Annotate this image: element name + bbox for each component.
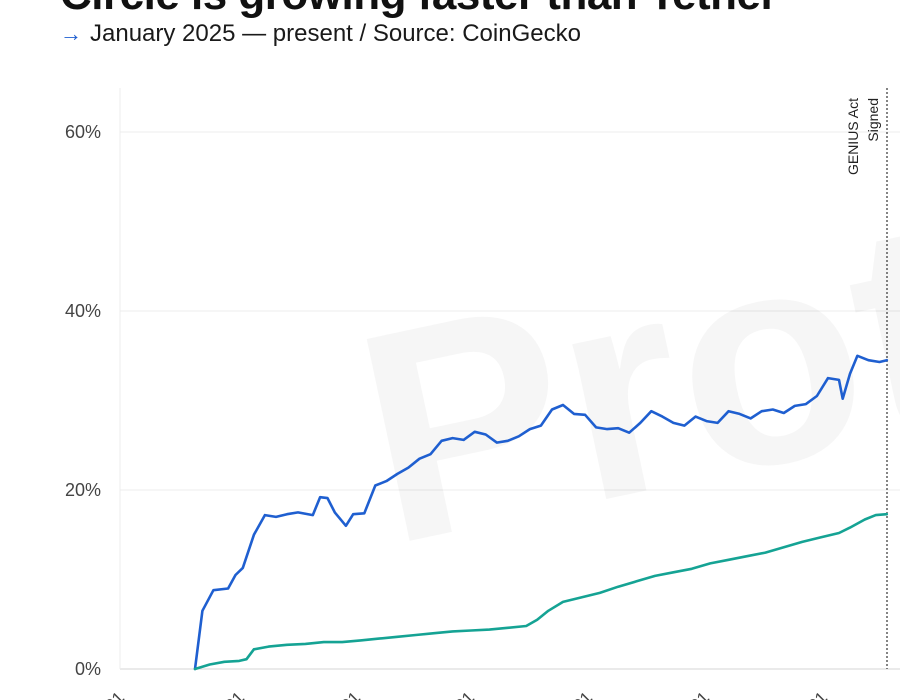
x-tick-label: 01 bbox=[686, 688, 713, 700]
chart-title: Circle is growing faster than Tether bbox=[60, 0, 778, 20]
x-tick-label: 01 bbox=[451, 688, 478, 700]
x-tick-label: 01 bbox=[221, 688, 248, 700]
y-tick-label: 0% bbox=[75, 659, 101, 679]
y-tick-label: 40% bbox=[65, 301, 101, 321]
arrow-right-icon: → bbox=[60, 21, 82, 46]
y-tick-label: 20% bbox=[65, 480, 101, 500]
x-tick-label: 01 bbox=[569, 688, 596, 700]
annotation-label: GENIUS Act bbox=[845, 98, 861, 175]
series-line-teal bbox=[193, 512, 889, 671]
chart-subtitle: → January 2025 — present / Source: CoinG… bbox=[60, 20, 581, 48]
series-line-blue bbox=[193, 354, 889, 671]
watermark: Protos bbox=[333, 81, 900, 607]
x-tick-label: 01 bbox=[337, 688, 364, 700]
x-tick-label: 01 bbox=[101, 688, 128, 700]
y-tick-label: 60% bbox=[65, 122, 101, 142]
annotation-label: Signed bbox=[865, 98, 881, 142]
x-tick-label: 01 bbox=[804, 688, 831, 700]
subtitle-text: January 2025 — present / Source: CoinGec… bbox=[90, 20, 581, 47]
